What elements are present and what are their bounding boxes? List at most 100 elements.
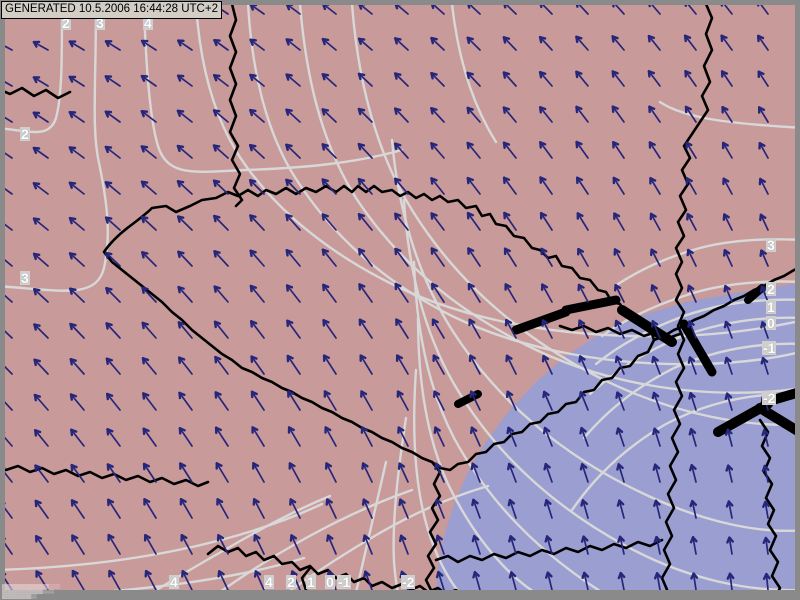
wind-arrow xyxy=(544,499,553,519)
watermark-line: ▓▓▓▓▓▒ xyxy=(2,594,37,599)
wind-arrow xyxy=(321,248,337,267)
wind-arrow xyxy=(69,322,85,339)
contour-label-neg2: -2 xyxy=(401,574,416,590)
wind-arrow xyxy=(616,463,625,483)
wind-arrow xyxy=(613,212,625,231)
wind-arrow xyxy=(286,319,301,339)
wind-arrow xyxy=(285,143,301,159)
wind-arrow xyxy=(759,285,769,303)
contour-label-2: 2 xyxy=(286,574,296,590)
wind-arrow xyxy=(68,216,85,231)
wind-arrow xyxy=(468,354,481,375)
wind-arrow xyxy=(70,499,85,519)
wind-arrow xyxy=(685,141,697,159)
wind-arrow xyxy=(286,354,301,375)
wind-arrow xyxy=(360,390,373,411)
wind-arrow xyxy=(358,248,373,267)
wind-arrow xyxy=(757,34,769,51)
wind-arrow xyxy=(684,70,697,87)
wind-arrow xyxy=(502,36,517,51)
wind-arrow xyxy=(34,499,49,519)
wind-arrow xyxy=(325,498,337,519)
contour-rm2 xyxy=(570,392,795,512)
wind-arrow xyxy=(285,38,301,51)
wind-arrow xyxy=(469,390,481,411)
wind-arrow xyxy=(723,249,733,267)
wind-arrow xyxy=(540,247,553,267)
wind-arrow xyxy=(68,111,85,123)
wind-arrow xyxy=(107,498,121,519)
wind-arrow xyxy=(577,319,589,339)
wind-arrow xyxy=(68,40,85,51)
wind-arrow xyxy=(142,392,157,411)
wind-arrow xyxy=(104,75,121,87)
contour-r1 xyxy=(594,298,795,366)
wind-arrow xyxy=(140,215,157,231)
wind-arrow xyxy=(686,213,697,231)
wind-arrow xyxy=(179,462,193,483)
wind-arrow xyxy=(690,572,699,590)
contour-bundle-5 xyxy=(416,316,534,590)
wind-arrow xyxy=(467,247,481,267)
wind-arrow xyxy=(394,282,409,303)
shear-streak-8 xyxy=(454,390,482,408)
shear-streak-3 xyxy=(617,305,677,347)
wind-arrow xyxy=(249,108,265,123)
wind-arrow xyxy=(33,358,49,375)
wind-arrow xyxy=(576,212,589,231)
wind-arrow xyxy=(321,143,337,159)
wind-arrow xyxy=(249,179,265,195)
contour-bundle-6 xyxy=(412,368,459,590)
wind-arrow xyxy=(724,392,733,411)
wind-arrow xyxy=(684,5,697,15)
wind-arrow xyxy=(688,392,697,411)
shear-streak-2 xyxy=(561,295,621,315)
wind-arrow xyxy=(5,45,13,51)
wind-arrow xyxy=(5,365,13,375)
wind-arrow xyxy=(722,177,733,195)
wind-arrow xyxy=(577,247,589,267)
wind-arrow xyxy=(71,534,85,555)
wind-arrow xyxy=(502,141,517,159)
wind-arrow xyxy=(538,35,553,51)
wind-arrow xyxy=(653,535,662,555)
wind-arrow xyxy=(140,145,157,159)
wind-arrow xyxy=(758,106,769,123)
wind-arrow xyxy=(5,259,13,267)
wind-arrow xyxy=(140,39,157,51)
wind-arrow xyxy=(214,426,229,447)
wind-arrow xyxy=(140,110,157,123)
wind-arrow xyxy=(285,249,301,267)
wind-arrow xyxy=(430,177,445,195)
wind-arrow xyxy=(178,391,193,411)
wind-arrow xyxy=(106,428,121,447)
wind-arrow xyxy=(321,178,337,195)
wind-arrow xyxy=(285,108,301,123)
wind-arrow xyxy=(176,180,193,195)
contour-label-0: 0 xyxy=(325,574,335,590)
wind-arrow xyxy=(688,428,697,447)
wind-arrow xyxy=(575,140,589,159)
wind-arrow xyxy=(723,284,733,303)
wind-arrow xyxy=(650,284,661,303)
wind-arrow xyxy=(650,320,661,339)
wind-arrow xyxy=(181,570,193,590)
wind-arrow xyxy=(652,463,661,483)
wind-arrow xyxy=(720,5,733,15)
wind-arrow xyxy=(213,214,229,231)
corner-watermark: ▓▓▓▓▓▓▓▓▒▒ ▓▓▓▓▓▓▓▒▒ ▓▓▓▓▓▒ xyxy=(2,584,60,599)
wind-arrow xyxy=(394,5,409,15)
wind-arrow xyxy=(539,5,553,15)
contour-bl-5 xyxy=(289,484,490,590)
wind-arrow xyxy=(32,111,49,123)
wind-arrow xyxy=(398,498,409,519)
wind-arrow xyxy=(34,429,49,447)
wind-arrow xyxy=(580,535,589,555)
wind-arrow xyxy=(214,391,229,411)
wind-arrow xyxy=(213,320,229,339)
wind-arrow xyxy=(575,105,589,123)
wind-arrow xyxy=(176,74,193,87)
